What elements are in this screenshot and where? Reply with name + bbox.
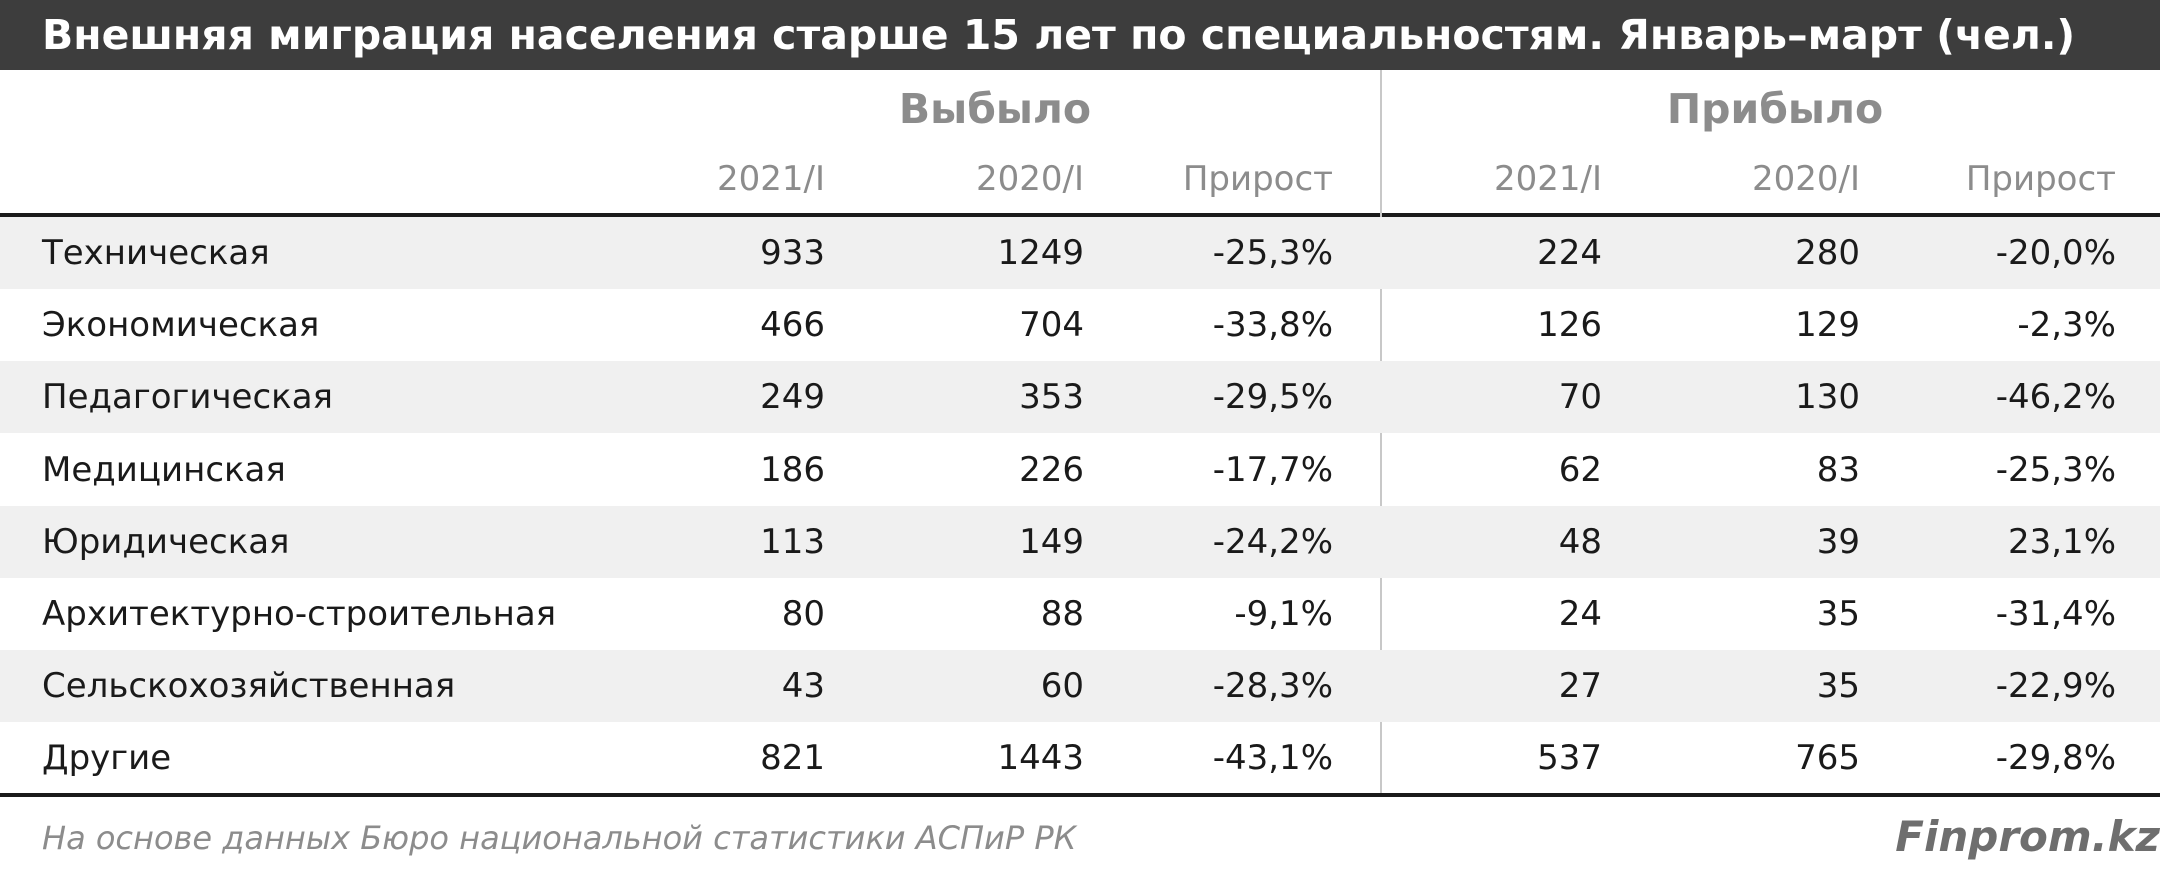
cell-in-2021: 537 (1537, 738, 1602, 779)
cell-out-2021: 933 (760, 233, 825, 273)
group-header-left: Выбыло (898, 85, 1092, 133)
cell-out-growth: -28,3% (1212, 666, 1333, 707)
cell-in-2020: 35 (1816, 666, 1860, 707)
cell-in-2021: 70 (1558, 377, 1602, 418)
col-header-out-growth: Прирост (1182, 159, 1333, 199)
cell-in-2021: 62 (1558, 449, 1602, 490)
cell-in-2021: 224 (1537, 233, 1602, 273)
cell-in-2020: 280 (1795, 233, 1860, 273)
cell-in-2020: 83 (1816, 449, 1860, 490)
table-row: Экономическая 466 704 -33,8% 126 129 -2,3% (0, 289, 2160, 361)
cell-in-2021: 48 (1558, 521, 1602, 562)
cell-out-2021: 113 (760, 521, 825, 562)
cell-in-2021: 27 (1558, 666, 1602, 707)
cell-out-2020: 149 (1019, 521, 1084, 562)
cell-out-growth: -25,3% (1212, 233, 1333, 273)
row-label: Юридическая (42, 521, 290, 562)
cell-in-growth: 23,1% (2007, 521, 2116, 562)
cell-in-2021: 24 (1558, 594, 1602, 634)
group-header-right: Прибыло (1666, 85, 1884, 133)
cell-in-growth: -31,4% (1995, 594, 2116, 634)
cell-out-growth: -24,2% (1212, 521, 1333, 562)
cell-in-growth: -46,2% (1995, 377, 2116, 418)
row-label: Педагогическая (42, 377, 333, 418)
table-row: Архитектурно-строительная 80 88 -9,1% 24 35 -3… (0, 578, 2160, 650)
brand-logo: Finprom.kz (1895, 812, 2160, 861)
cell-in-2020: 39 (1816, 521, 1860, 562)
table-row: Педагогическая 249 353 -29,5% 70 130 -46,2% (0, 361, 2160, 434)
col-header-out-2021: 2021/I (716, 159, 825, 199)
cell-in-2020: 35 (1816, 594, 1860, 634)
table-row: Медицинская 186 226 -17,7% 62 83 -25,3% (0, 434, 2160, 506)
cell-out-2020: 226 (1019, 449, 1084, 490)
title-bar: Внешняя миграция населения старше 15 лет… (0, 0, 2160, 70)
col-header-in-2020: 2020/I (1751, 159, 1860, 199)
cell-in-2020: 130 (1795, 377, 1860, 418)
table-row: Сельскохозяйственная 43 60 -28,3% 27 35 -22,9% (0, 650, 2160, 723)
row-label: Экономическая (42, 305, 320, 346)
row-label: Техническая (42, 233, 270, 273)
cell-out-2020: 1249 (997, 233, 1084, 273)
cell-in-growth: -20,0% (1995, 233, 2116, 273)
cell-out-growth: -43,1% (1212, 738, 1333, 779)
cell-in-growth: -22,9% (1995, 666, 2116, 707)
cell-out-growth: -29,5% (1212, 377, 1333, 418)
col-header-out-2020: 2020/I (975, 159, 1084, 199)
row-label: Медицинская (42, 449, 286, 490)
cell-out-2020: 704 (1019, 305, 1084, 346)
cell-out-2021: 821 (760, 738, 825, 779)
cell-out-2021: 43 (781, 666, 825, 707)
cell-out-growth: -17,7% (1212, 449, 1333, 490)
cell-in-growth: -2,3% (2017, 305, 2116, 346)
cell-out-2021: 186 (760, 449, 825, 490)
table-row: Другие 821 1443 -43,1% 537 765 -29,8% (0, 722, 2160, 794)
row-label: Архитектурно-строительная (42, 594, 557, 634)
cell-in-growth: -25,3% (1995, 449, 2116, 490)
row-label: Сельскохозяйственная (42, 666, 456, 707)
cell-out-2021: 466 (760, 305, 825, 346)
cell-in-2021: 126 (1537, 305, 1602, 346)
cell-out-growth: -9,1% (1234, 594, 1333, 634)
col-header-in-2021: 2021/I (1493, 159, 1602, 199)
cell-out-2020: 88 (1040, 594, 1084, 634)
cell-in-growth: -29,8% (1995, 738, 2116, 779)
table-row: Юридическая 113 149 -24,2% 48 39 23,1% (0, 505, 2160, 578)
col-header-in-growth: Прирост (1965, 159, 2116, 199)
cell-out-2020: 1443 (997, 738, 1084, 779)
cell-out-2020: 60 (1040, 666, 1084, 707)
cell-out-2020: 353 (1019, 377, 1084, 418)
table-title: Внешняя миграция населения старше 15 лет… (42, 11, 2076, 59)
cell-out-2021: 249 (760, 377, 825, 418)
cell-out-2021: 80 (781, 594, 825, 634)
bottom-rule (0, 793, 2160, 797)
cell-in-2020: 765 (1795, 738, 1860, 779)
cell-out-growth: -33,8% (1212, 305, 1333, 346)
table-row: Техническая 933 1249 -25,3% 224 280 -20,0% (0, 217, 2160, 289)
header-rule (0, 213, 2160, 217)
cell-in-2020: 129 (1795, 305, 1860, 346)
row-label: Другие (42, 738, 172, 779)
source-note: На основе данных Бюро национальной стати… (42, 819, 1077, 857)
